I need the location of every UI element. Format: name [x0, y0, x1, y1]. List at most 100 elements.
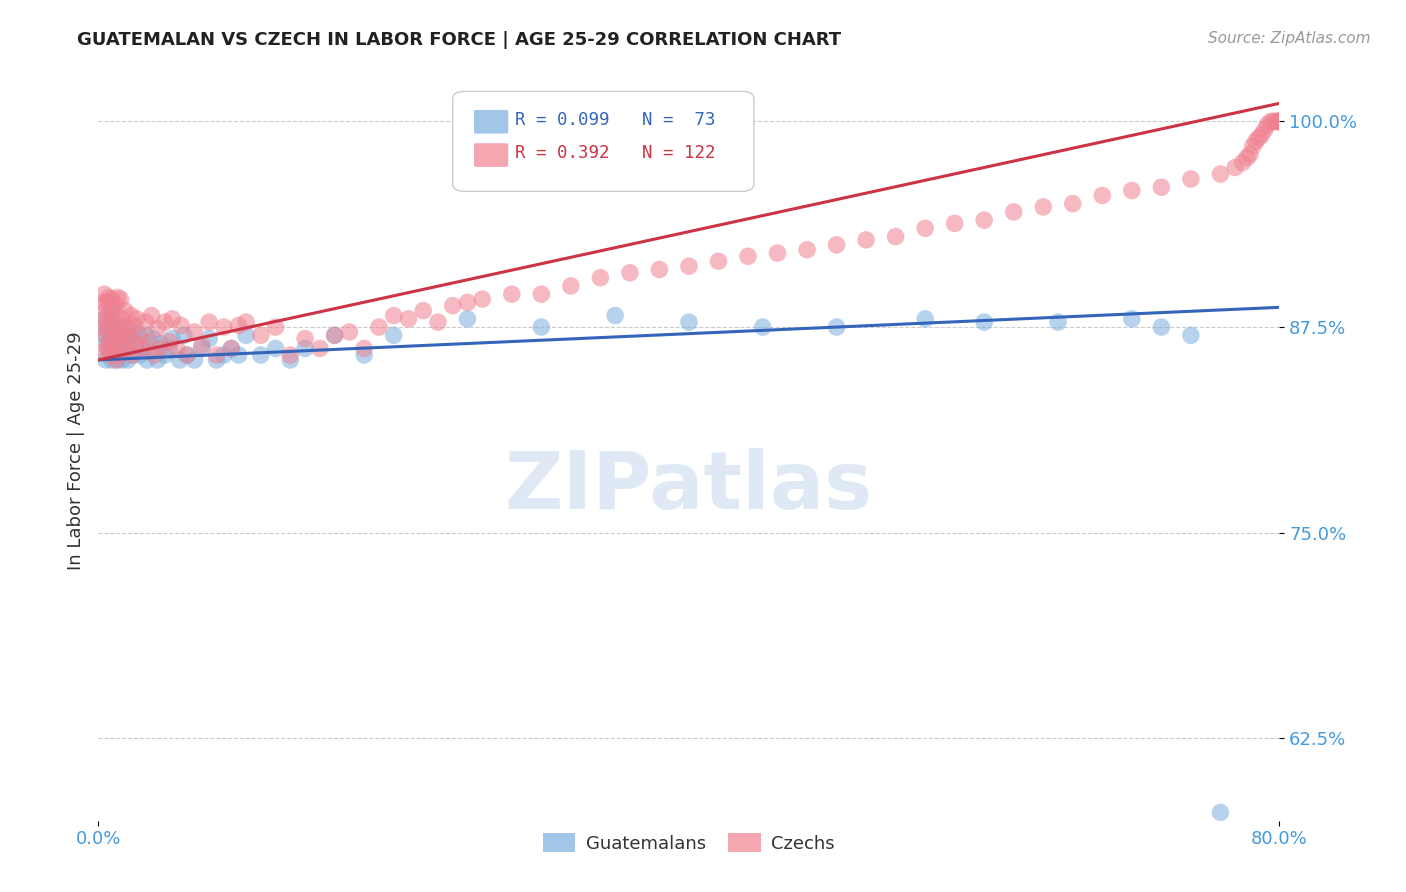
- Point: [162, 332, 183, 346]
- Point: [280, 348, 302, 362]
- Point: [98, 303, 121, 318]
- Point: [149, 336, 172, 351]
- Point: [97, 290, 120, 304]
- Point: [1263, 114, 1285, 128]
- Point: [1002, 205, 1025, 219]
- Point: [93, 311, 115, 326]
- Point: [135, 328, 157, 343]
- Point: [112, 336, 135, 351]
- Point: [1268, 114, 1291, 128]
- Point: [191, 338, 214, 352]
- Text: GUATEMALAN VS CZECH IN LABOR FORCE | AGE 25-29 CORRELATION CHART: GUATEMALAN VS CZECH IN LABOR FORCE | AGE…: [77, 31, 841, 49]
- Point: [1257, 118, 1279, 132]
- Point: [1268, 114, 1291, 128]
- Point: [1254, 122, 1277, 136]
- Point: [124, 336, 146, 351]
- Point: [176, 348, 198, 362]
- Point: [115, 328, 138, 343]
- Text: N =  73: N = 73: [641, 111, 716, 128]
- Text: R = 0.392: R = 0.392: [516, 144, 610, 161]
- Point: [1265, 114, 1288, 128]
- Point: [198, 332, 221, 346]
- Point: [128, 328, 150, 343]
- Point: [884, 229, 907, 244]
- Point: [382, 328, 405, 343]
- Point: [1241, 139, 1264, 153]
- Point: [457, 311, 479, 326]
- Point: [796, 243, 818, 257]
- Point: [93, 311, 115, 326]
- Point: [471, 292, 494, 306]
- Point: [157, 334, 180, 349]
- Point: [122, 318, 145, 333]
- Y-axis label: In Labor Force | Age 25-29: In Labor Force | Age 25-29: [66, 331, 84, 570]
- Point: [94, 303, 117, 318]
- Point: [221, 342, 243, 356]
- Point: [235, 315, 257, 329]
- Point: [91, 344, 114, 359]
- Point: [737, 249, 759, 263]
- Point: [678, 259, 700, 273]
- Point: [146, 353, 169, 368]
- Point: [457, 295, 479, 310]
- Point: [235, 328, 257, 343]
- Point: [107, 336, 129, 351]
- Point: [110, 328, 132, 343]
- Point: [176, 348, 198, 362]
- Point: [678, 315, 700, 329]
- Point: [264, 320, 287, 334]
- Point: [1268, 114, 1291, 128]
- Point: [353, 342, 375, 356]
- Point: [1209, 167, 1232, 181]
- Point: [121, 348, 143, 362]
- Point: [825, 320, 848, 334]
- Point: [96, 342, 118, 356]
- Point: [138, 334, 160, 349]
- Point: [104, 344, 127, 359]
- Point: [114, 320, 136, 334]
- Point: [1209, 805, 1232, 820]
- Point: [114, 303, 136, 318]
- Point: [250, 328, 273, 343]
- Point: [914, 221, 936, 235]
- Text: ZIPatlas: ZIPatlas: [505, 449, 873, 526]
- Point: [973, 213, 995, 227]
- Point: [309, 342, 332, 356]
- Point: [1062, 196, 1084, 211]
- Point: [166, 342, 188, 356]
- Point: [120, 328, 142, 343]
- Point: [1239, 147, 1261, 161]
- Text: Source: ZipAtlas.com: Source: ZipAtlas.com: [1208, 31, 1371, 46]
- Point: [212, 320, 235, 334]
- Point: [198, 315, 221, 329]
- Point: [1247, 131, 1270, 145]
- Point: [1244, 134, 1267, 148]
- Point: [943, 216, 966, 230]
- Point: [353, 348, 375, 362]
- Point: [98, 328, 121, 343]
- Point: [1268, 114, 1291, 128]
- Point: [104, 315, 127, 329]
- Point: [100, 292, 122, 306]
- Point: [530, 320, 553, 334]
- Point: [135, 315, 157, 329]
- Point: [153, 348, 176, 362]
- Point: [132, 342, 155, 356]
- Point: [1180, 328, 1202, 343]
- Point: [250, 348, 273, 362]
- Point: [94, 328, 117, 343]
- Point: [125, 325, 148, 339]
- Point: [110, 344, 132, 359]
- Point: [294, 332, 316, 346]
- Point: [100, 353, 122, 368]
- Point: [115, 344, 138, 359]
- Point: [128, 348, 150, 362]
- Point: [103, 303, 125, 318]
- Point: [143, 348, 166, 362]
- Point: [105, 353, 128, 368]
- FancyBboxPatch shape: [474, 110, 508, 134]
- Point: [117, 320, 139, 334]
- Point: [107, 353, 129, 368]
- Point: [855, 233, 877, 247]
- Point: [1180, 172, 1202, 186]
